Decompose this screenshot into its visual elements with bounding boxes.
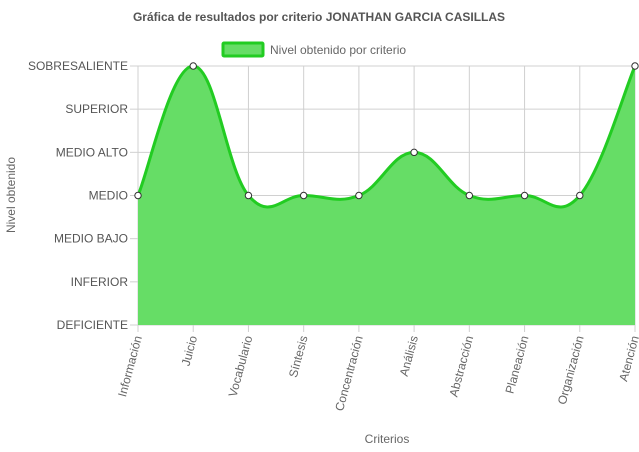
x-tick-label: Organización [555, 334, 587, 406]
y-tick-label: INFERIOR [71, 275, 129, 289]
x-axis: Información Juicio Vocabulario Síntesis Conc… [115, 334, 639, 413]
series-line [138, 64, 635, 209]
series-area [138, 66, 635, 325]
legend-label[interactable]: Nivel obtenido por criterio [270, 43, 406, 57]
data-point[interactable] [410, 148, 418, 157]
chart-title: Gráfica de resultados por criterio JONAT… [133, 10, 505, 24]
data-point[interactable] [299, 191, 308, 200]
legend[interactable]: Nivel obtenido por criterio [221, 41, 406, 58]
x-tick-label: Atención [616, 334, 639, 383]
y-tick-label: MEDIO ALTO [56, 145, 128, 159]
x-axis-label: Criterios [365, 432, 410, 446]
x-tick-label: Juicio [179, 334, 201, 368]
data-points [134, 62, 639, 200]
legend-swatch[interactable] [221, 41, 265, 58]
plot-area [138, 64, 635, 325]
data-point[interactable] [576, 191, 584, 200]
y-tick-label: DEFICIENTE [57, 318, 128, 332]
x-tick-label: Planeación [503, 334, 532, 395]
data-point[interactable] [355, 191, 363, 200]
x-tick-label: Información [115, 334, 145, 398]
data-point[interactable] [465, 191, 474, 200]
y-axis-label: Nivel obtenido [4, 157, 18, 233]
x-tick-label: Síntesis [286, 334, 311, 379]
y-tick-label: SOBRESALIENTE [28, 59, 128, 73]
x-tick-label: Concentración [332, 334, 366, 412]
data-point[interactable] [189, 62, 197, 70]
data-point[interactable] [520, 191, 529, 200]
data-point[interactable] [134, 191, 142, 200]
x-tick-label: Análisis [397, 334, 421, 378]
y-tick-label: MEDIO BAJO [54, 232, 128, 246]
data-point[interactable] [244, 191, 253, 200]
x-tick-label: Vocabulario [226, 334, 256, 399]
x-tick-label: Abstracción [446, 334, 476, 398]
y-tick-label: SUPERIOR [65, 102, 128, 116]
y-tick-label: MEDIO [89, 189, 128, 203]
data-point[interactable] [631, 62, 639, 70]
y-axis: DEFICIENTE INFERIOR MEDIO BAJO MEDIO MEDIO A… [28, 59, 128, 332]
